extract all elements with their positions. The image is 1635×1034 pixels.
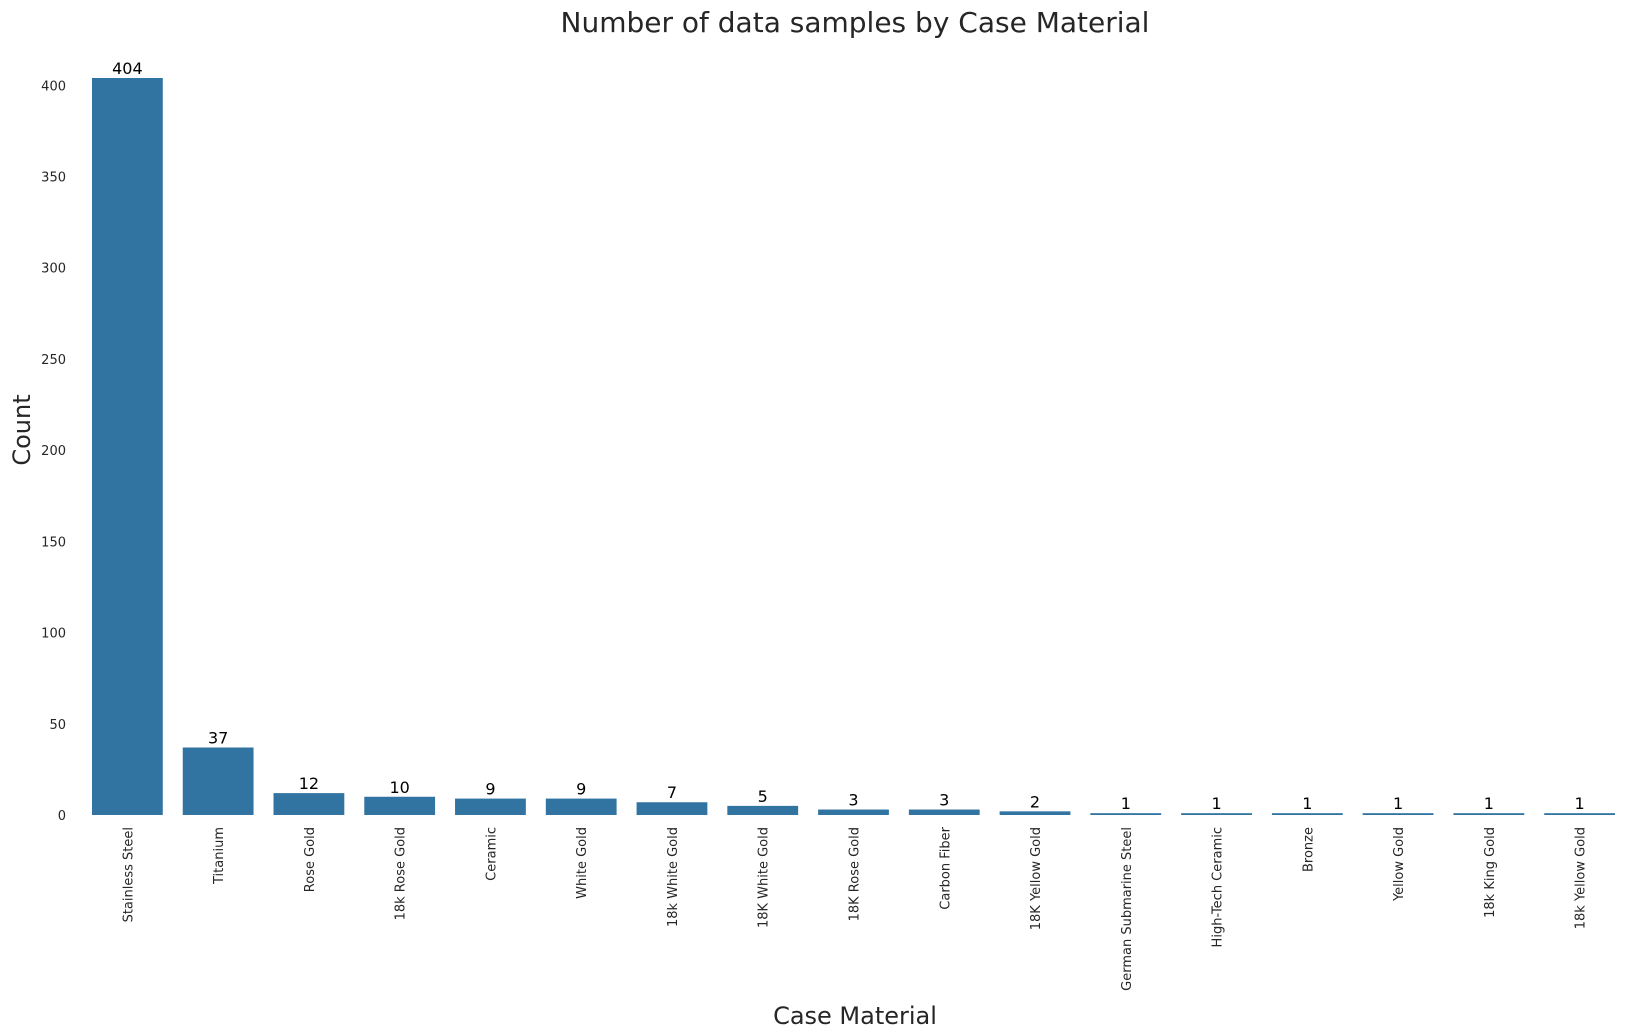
y-tick-label: 250 (41, 353, 66, 368)
bar-value-label: 3 (939, 791, 949, 810)
bar-value-label: 10 (389, 778, 409, 797)
x-tick-label: 18K Yellow Gold (1029, 827, 1044, 930)
bar (1362, 813, 1434, 815)
bar (1453, 813, 1525, 815)
bar-value-label: 7 (667, 783, 677, 802)
y-tick-label: 400 (41, 79, 66, 94)
bar (727, 805, 799, 815)
bar-value-label: 1 (1121, 794, 1131, 813)
bar-value-label: 3 (848, 791, 858, 810)
x-tick-label: White Gold (575, 827, 590, 899)
x-tick-label: 18K Rose Gold (848, 827, 863, 921)
bar-value-label: 12 (299, 774, 319, 793)
x-tick-label: Yellow Gold (1392, 827, 1407, 902)
x-tick-label: High-Tech Ceramic (1211, 827, 1226, 947)
x-tick-label: 18k Rose Gold (394, 827, 409, 920)
y-axis-label: Count (8, 394, 36, 465)
x-tick-label: German Submarine Steel (1120, 827, 1135, 991)
x-tick-label: 18K White Gold (757, 827, 772, 928)
bar-value-label: 5 (758, 787, 768, 806)
x-tick-label: Titanium (212, 827, 227, 885)
bar-value-label: 37 (208, 729, 228, 748)
bar (999, 811, 1071, 815)
bar-value-label: 9 (485, 780, 495, 799)
bar-value-label: 1 (1484, 794, 1494, 813)
bar (636, 802, 708, 815)
y-tick-label: 150 (41, 535, 66, 550)
bar-value-label: 404 (112, 59, 143, 78)
x-axis-label: Case Material (773, 1002, 937, 1030)
x-tick-label: 18k Yellow Gold (1574, 827, 1589, 929)
bar-value-label: 1 (1211, 794, 1221, 813)
x-tick-label: Bronze (1301, 827, 1316, 872)
bar-value-label: 1 (1393, 794, 1403, 813)
x-tick-label: 18k King Gold (1483, 827, 1498, 918)
y-tick-label: 300 (41, 262, 66, 277)
y-tick-label: 200 (41, 444, 66, 459)
y-tick-label: 50 (49, 718, 66, 733)
y-axis-ticks: 0 50 100 150 200 250 300 350 400 (41, 79, 66, 824)
bar-value-label: 9 (576, 780, 586, 799)
bar (364, 796, 436, 815)
bar-value-label: 2 (1030, 792, 1040, 811)
bar (455, 798, 526, 815)
y-tick-label: 350 (41, 171, 66, 186)
y-tick-label: 0 (58, 809, 66, 824)
bar (273, 793, 345, 815)
value-labels-group: 404 37 12 10 9 9 7 5 3 3 2 1 1 1 1 1 1 (112, 59, 1585, 813)
bar (908, 809, 980, 815)
bar (545, 798, 617, 815)
bar-value-label: 1 (1302, 794, 1312, 813)
x-tick-label: Stainless Steel (121, 827, 136, 922)
chart-title: Number of data samples by Case Material (561, 6, 1150, 39)
bar-value-label: 1 (1575, 794, 1585, 813)
x-axis-ticks: Stainless Steel Titanium Rose Gold 18k Rose… (121, 826, 1588, 990)
bar (1090, 813, 1162, 815)
x-tick-label: Ceramic (484, 827, 499, 881)
y-tick-label: 100 (41, 627, 66, 642)
x-tick-label: Rose Gold (303, 827, 318, 892)
bar (91, 78, 163, 815)
bar (818, 809, 889, 815)
bar (1181, 813, 1252, 815)
x-tick-label: Carbon Fiber (938, 826, 953, 909)
bars-group (91, 78, 1616, 815)
bar (1271, 813, 1343, 815)
x-tick-label: 18k White Gold (666, 827, 681, 927)
bar (182, 747, 254, 815)
bar (1544, 813, 1616, 815)
